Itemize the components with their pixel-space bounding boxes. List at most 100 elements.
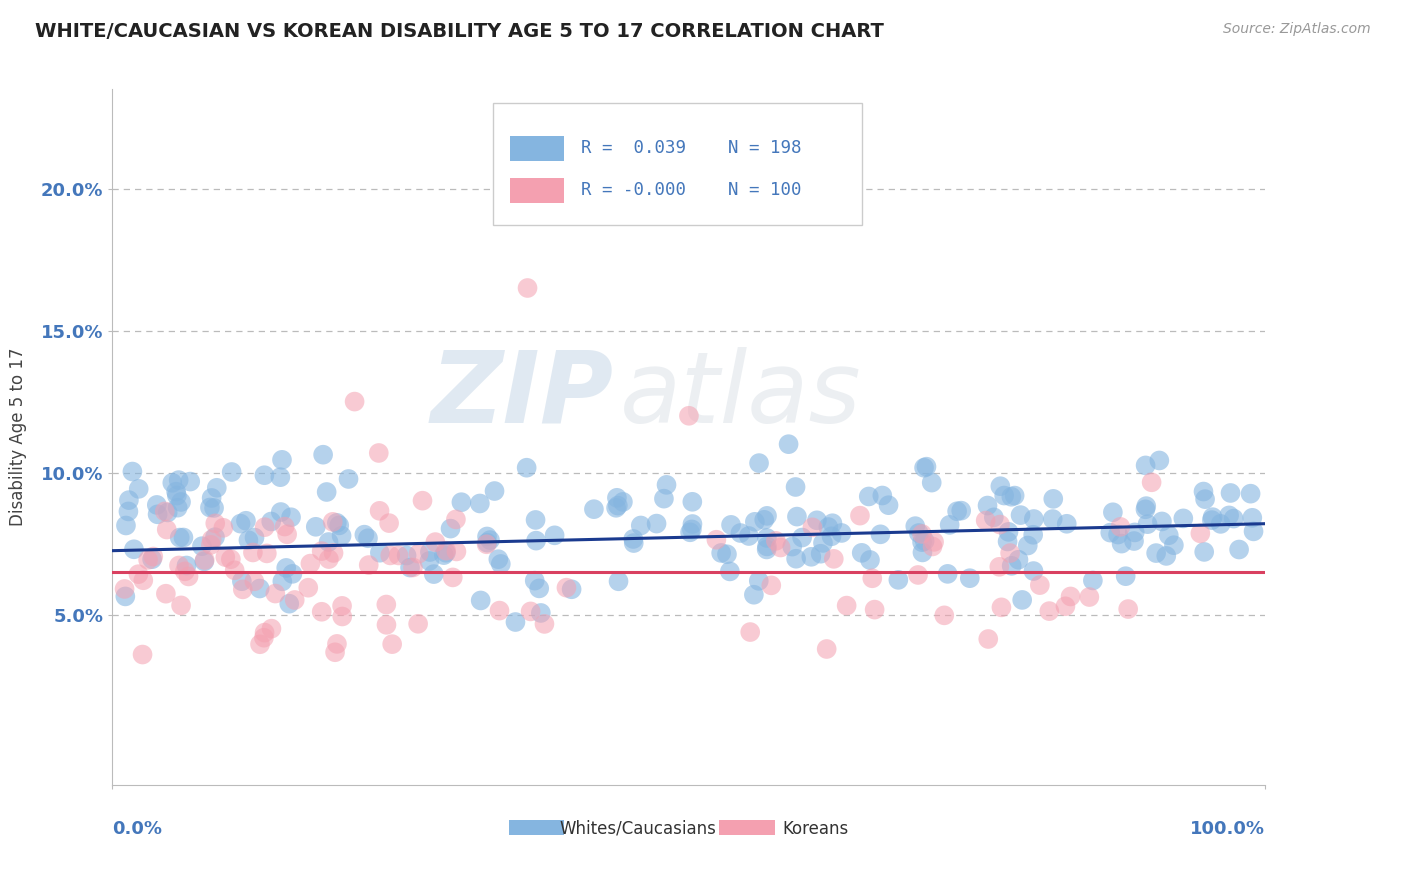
Point xyxy=(367,446,389,460)
Point xyxy=(815,642,838,657)
Point xyxy=(706,533,728,547)
Point xyxy=(645,516,668,531)
Point xyxy=(720,517,742,532)
Text: R = -0.000    N = 100: R = -0.000 N = 100 xyxy=(582,181,801,199)
Point xyxy=(652,491,675,506)
Point xyxy=(273,519,295,533)
Point xyxy=(1017,539,1039,553)
Point xyxy=(869,527,891,541)
Point xyxy=(1135,502,1157,516)
Point xyxy=(162,475,184,490)
Point xyxy=(835,599,858,613)
Point xyxy=(128,482,150,496)
Point xyxy=(831,525,853,540)
Point xyxy=(1081,574,1104,588)
Point xyxy=(433,548,456,562)
Point xyxy=(1189,526,1212,541)
Point xyxy=(249,637,271,651)
Point xyxy=(543,528,565,542)
Point xyxy=(778,437,800,451)
Point xyxy=(744,515,766,529)
Point xyxy=(235,514,257,528)
Point xyxy=(167,558,190,573)
Point xyxy=(399,560,422,574)
Point xyxy=(858,490,880,504)
Point xyxy=(271,574,294,589)
Point xyxy=(997,524,1019,539)
Point xyxy=(489,557,512,571)
Point xyxy=(863,602,886,616)
Point xyxy=(117,504,139,518)
Point xyxy=(1042,512,1064,526)
Point xyxy=(297,581,319,595)
FancyBboxPatch shape xyxy=(510,178,564,202)
Point xyxy=(623,536,645,550)
Point xyxy=(475,537,498,551)
Point xyxy=(1123,525,1146,540)
Point xyxy=(156,505,179,519)
Point xyxy=(441,570,464,584)
Point xyxy=(439,522,461,536)
Point xyxy=(769,541,792,555)
Point xyxy=(988,559,1011,574)
Point xyxy=(678,409,700,423)
Point xyxy=(529,582,551,596)
Point xyxy=(418,554,440,568)
Point xyxy=(322,515,344,529)
Point xyxy=(122,542,145,557)
Text: 0.0%: 0.0% xyxy=(112,820,163,838)
Point xyxy=(682,516,704,531)
Point xyxy=(231,574,253,589)
Point xyxy=(330,609,353,624)
Text: WHITE/CAUCASIAN VS KOREAN DISABILITY AGE 5 TO 17 CORRELATION CHART: WHITE/CAUCASIAN VS KOREAN DISABILITY AGE… xyxy=(35,22,884,41)
Text: R =  0.039    N = 198: R = 0.039 N = 198 xyxy=(582,139,801,157)
Point xyxy=(1241,510,1264,524)
Point xyxy=(423,567,446,582)
Point xyxy=(1201,510,1223,524)
Point xyxy=(755,542,778,557)
Point xyxy=(488,604,510,618)
Point xyxy=(1078,590,1101,604)
Point xyxy=(681,495,703,509)
Point xyxy=(765,533,787,548)
Point xyxy=(315,485,337,500)
Point xyxy=(425,535,447,549)
Point xyxy=(1123,534,1146,549)
Point xyxy=(264,586,287,600)
Point xyxy=(191,539,214,553)
Point xyxy=(1157,528,1180,542)
Point xyxy=(256,546,278,560)
Point xyxy=(280,510,302,524)
Point xyxy=(169,531,191,545)
Point xyxy=(378,516,401,530)
Point xyxy=(155,587,177,601)
Point xyxy=(1140,475,1163,490)
Point xyxy=(260,622,283,636)
Point xyxy=(934,608,956,623)
Point xyxy=(755,531,778,545)
Point xyxy=(276,561,298,575)
Point xyxy=(756,508,779,523)
Point xyxy=(621,532,644,546)
Point xyxy=(516,281,538,295)
Point xyxy=(368,504,391,518)
Point xyxy=(444,512,467,526)
Point xyxy=(200,538,222,552)
Point xyxy=(343,394,366,409)
Point xyxy=(519,604,541,618)
Point xyxy=(915,459,938,474)
Point xyxy=(716,547,738,561)
Point xyxy=(328,518,350,533)
Point xyxy=(118,493,141,508)
Point xyxy=(330,599,353,613)
Point xyxy=(959,571,981,585)
Point xyxy=(1007,552,1029,566)
Point xyxy=(938,517,960,532)
Point xyxy=(1163,538,1185,552)
Point xyxy=(606,499,628,513)
Point xyxy=(214,550,236,565)
Point xyxy=(561,582,583,597)
Point xyxy=(381,637,404,651)
Point xyxy=(907,526,929,541)
Point xyxy=(820,529,842,543)
